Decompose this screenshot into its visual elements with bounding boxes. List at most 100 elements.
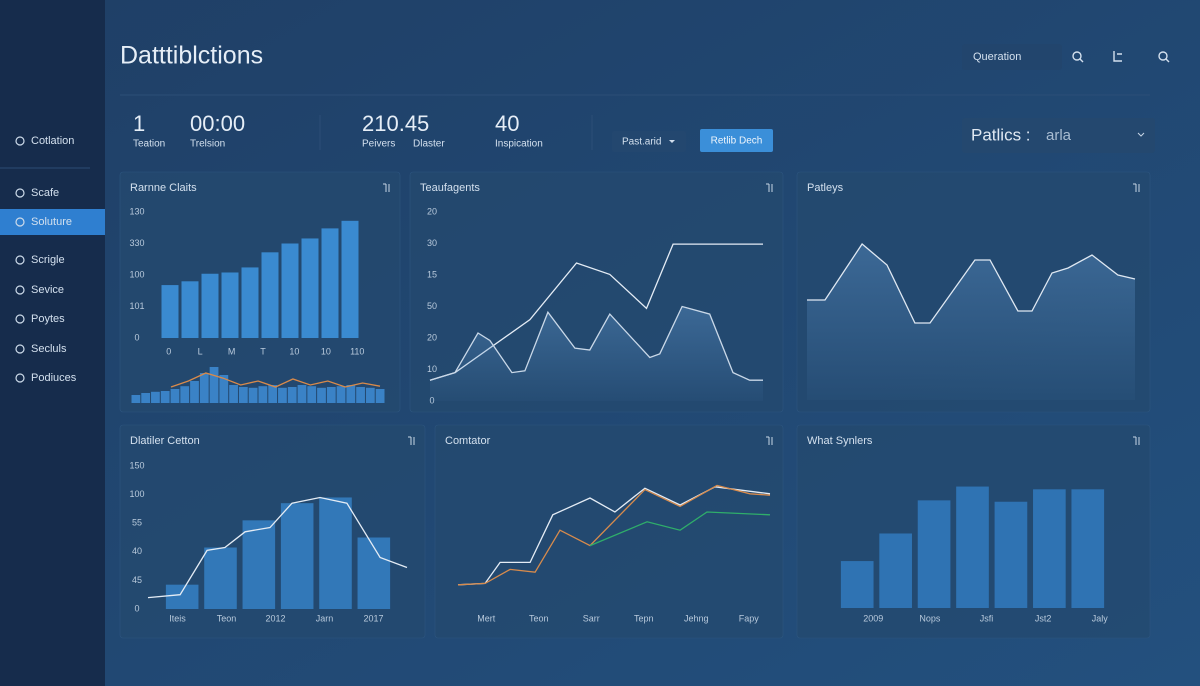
y-axis-label: 40 <box>132 546 142 556</box>
mini-bar <box>365 387 375 403</box>
mini-bar <box>307 386 317 403</box>
sidebar-item[interactable]: Poytes <box>31 313 65 325</box>
action-button[interactable] <box>700 129 773 152</box>
select[interactable] <box>962 118 1155 153</box>
zoom-icon[interactable] <box>1158 51 1168 61</box>
mini-bar <box>297 385 307 403</box>
select-value: arla <box>1046 127 1072 144</box>
y-axis-label: 330 <box>129 238 144 248</box>
sidebar-item[interactable]: Cotlation <box>31 135 74 147</box>
mini-bar <box>209 367 219 403</box>
stat-sublabel: Dlaster <box>413 139 445 150</box>
sidebar-active <box>0 209 105 235</box>
bar <box>321 228 339 338</box>
bar <box>261 252 279 338</box>
tool-icon[interactable] <box>1113 51 1122 62</box>
mini-bar <box>278 387 287 403</box>
bar <box>319 497 352 609</box>
sidebar-icon <box>15 344 25 354</box>
toolbar-icons <box>1072 51 1170 63</box>
x-axis-label: Sarr <box>583 613 600 623</box>
sidebar-icon <box>15 314 25 324</box>
bar <box>181 281 199 338</box>
sidebar-item[interactable]: Scafe <box>31 187 59 199</box>
bar <box>201 273 219 338</box>
search-icon[interactable] <box>1072 51 1082 61</box>
x-axis-label: 110 <box>350 346 364 356</box>
x-axis-label: 2012 <box>265 613 285 623</box>
y-axis-label: 20 <box>427 206 437 216</box>
page-title: Datttiblctions <box>120 42 263 70</box>
stat-label: Teation <box>133 139 165 150</box>
bar <box>956 486 989 608</box>
y-axis-label: 0 <box>134 332 139 342</box>
bar <box>1071 489 1105 608</box>
x-axis-label: Iteis <box>169 613 186 623</box>
bar <box>281 243 299 338</box>
sidebar-item[interactable]: Podiuces <box>31 372 77 384</box>
y-axis-label: 15 <box>427 269 437 279</box>
bar <box>840 561 874 608</box>
panel-icon[interactable] <box>1133 436 1140 445</box>
area <box>807 244 1135 400</box>
area <box>430 306 763 401</box>
panel <box>434 424 784 639</box>
sidebar-item[interactable]: Soluture <box>31 216 72 228</box>
x-axis-label: M <box>228 346 236 356</box>
line <box>147 496 408 599</box>
y-axis-label: 45 <box>132 575 142 585</box>
sidebar-item[interactable]: Secluls <box>31 343 67 355</box>
x-axis-label: Jst2 <box>1035 613 1052 623</box>
stat-label: Peivers <box>362 139 395 150</box>
mini-bar <box>141 393 151 403</box>
y-axis-label: 130 <box>129 206 144 216</box>
mini-bar <box>336 386 346 403</box>
bar <box>917 500 951 608</box>
panel-icon[interactable] <box>383 183 390 192</box>
panel-icon[interactable] <box>408 436 415 445</box>
sidebar-icon <box>15 188 25 198</box>
sidebar-item[interactable]: Scrigle <box>31 254 65 266</box>
mini-bar <box>160 391 170 403</box>
mini-bar <box>170 389 180 403</box>
bar <box>301 238 319 338</box>
x-axis-label: Mert <box>477 613 495 623</box>
button-text: Retlib Dech <box>711 136 763 147</box>
stat-value: 00:00 <box>190 111 245 136</box>
y-axis-label: 0 <box>134 603 139 613</box>
mini-bar <box>248 387 258 403</box>
mini-bar <box>287 387 297 403</box>
panel-icon[interactable] <box>766 183 773 192</box>
x-axis-label: 2009 <box>863 613 883 623</box>
mini-bar <box>346 385 356 403</box>
sidebar-icon <box>15 136 25 146</box>
dropdown[interactable] <box>612 131 686 152</box>
sidebar-icon <box>15 285 25 295</box>
panel-icon[interactable] <box>766 436 773 445</box>
bar <box>280 503 314 609</box>
bar <box>241 267 259 338</box>
bar <box>204 547 237 609</box>
mini-bar <box>151 391 160 403</box>
x-axis-label: Jarn <box>316 613 334 623</box>
search-box[interactable] <box>962 44 1062 70</box>
sidebar <box>0 0 105 686</box>
panel-title: What Synlers <box>807 435 873 447</box>
bar <box>357 537 391 609</box>
panel-icon[interactable] <box>1133 183 1140 192</box>
y-axis-label: 20 <box>427 332 437 342</box>
line <box>807 243 1136 324</box>
mini-bar <box>356 387 365 403</box>
mini-bar <box>229 385 238 403</box>
bar <box>242 520 276 609</box>
line <box>170 372 381 388</box>
bar <box>1033 489 1066 608</box>
x-axis-label: 2017 <box>363 613 383 623</box>
x-axis-label: T <box>260 346 266 356</box>
x-axis-label: Jehng <box>684 613 709 623</box>
y-axis-label: 100 <box>129 489 144 499</box>
bar <box>994 501 1028 608</box>
bar <box>341 220 359 338</box>
sidebar-item[interactable]: Sevice <box>31 284 64 296</box>
